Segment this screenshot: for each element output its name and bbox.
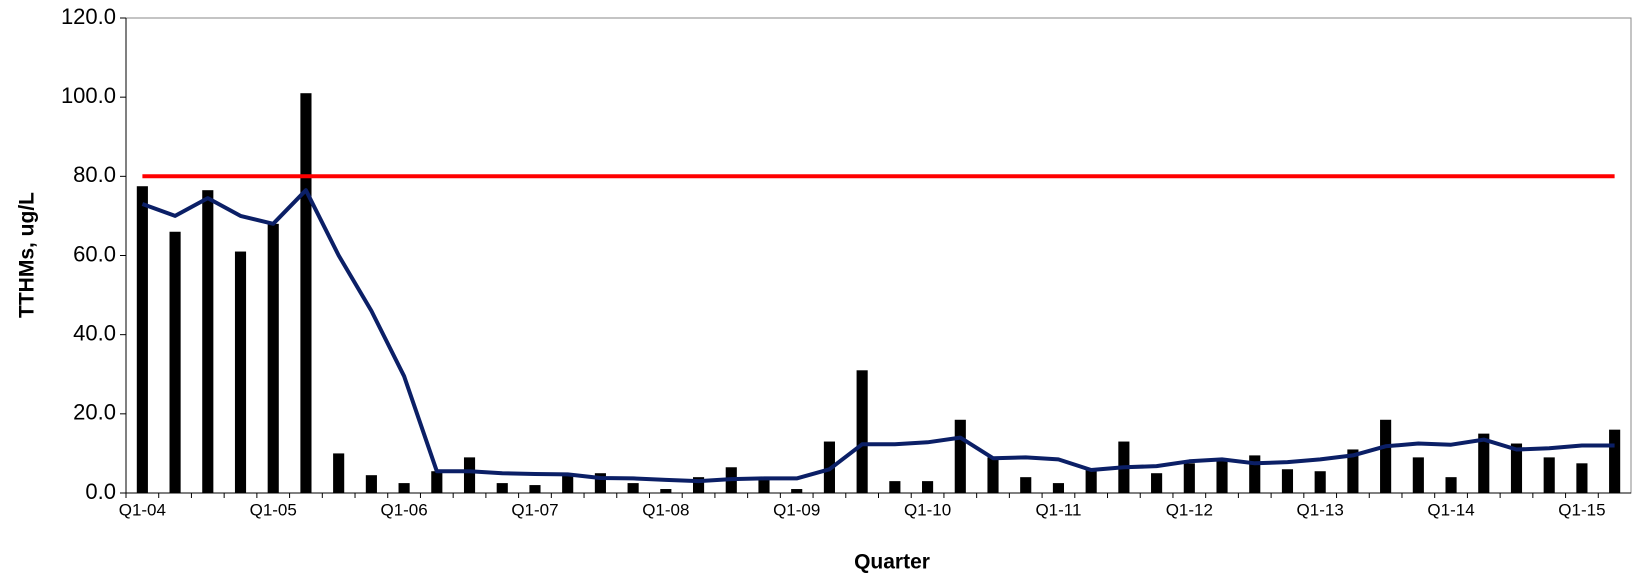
bar xyxy=(1576,463,1588,493)
x-tick-label: Q1-06 xyxy=(380,500,427,519)
bar xyxy=(365,475,377,493)
x-tick-label: Q1-15 xyxy=(1558,500,1605,519)
line xyxy=(141,188,1615,484)
bar xyxy=(1052,483,1065,493)
plot-frame xyxy=(125,17,1632,494)
x-tick-label: Q1-12 xyxy=(1166,500,1213,519)
bar xyxy=(1412,457,1424,493)
bar xyxy=(300,93,312,493)
bar xyxy=(529,485,541,493)
bar xyxy=(1085,469,1097,493)
bar xyxy=(1216,461,1228,493)
bar xyxy=(660,489,672,493)
bar xyxy=(627,483,639,493)
bar xyxy=(954,419,966,493)
x-tick-label: Q1-10 xyxy=(904,500,951,519)
bar xyxy=(1281,469,1294,493)
bar xyxy=(136,186,148,493)
bar xyxy=(889,481,901,493)
bar xyxy=(692,477,705,493)
bar xyxy=(1020,477,1032,493)
y-tick-label: 40.0 xyxy=(73,320,116,345)
bar xyxy=(758,479,770,493)
bar xyxy=(1249,455,1261,493)
bar xyxy=(791,489,803,493)
bar xyxy=(856,370,868,493)
y-tick-label: 20.0 xyxy=(73,400,116,425)
x-tick-label: Q1-13 xyxy=(1297,500,1344,519)
y-tick-label: 100.0 xyxy=(61,83,116,108)
x-tick-label: Q1-04 xyxy=(119,500,166,519)
x-tick-label: Q1-11 xyxy=(1035,500,1081,519)
bar xyxy=(431,471,443,493)
bar xyxy=(463,457,476,493)
y-axis-title: TTHMs, ug/L xyxy=(16,192,39,318)
x-tick-label: Q1-08 xyxy=(642,500,689,519)
bar xyxy=(1347,449,1359,493)
y-tick-label: 120.0 xyxy=(61,4,116,29)
bar xyxy=(1314,471,1326,493)
bar xyxy=(987,457,999,493)
x-tick-label: Q1-07 xyxy=(511,500,558,519)
bar xyxy=(1543,457,1555,493)
y-tick-label: 0.0 xyxy=(85,479,116,504)
bar xyxy=(1380,419,1392,493)
bar xyxy=(267,223,279,494)
x-axis-title: Quarter xyxy=(854,551,930,574)
bar xyxy=(922,481,934,493)
bar xyxy=(169,231,181,493)
bar xyxy=(202,190,214,493)
x-tick-label: Q1-09 xyxy=(773,500,820,519)
bar xyxy=(234,251,247,493)
bar xyxy=(1183,463,1195,493)
y-tick-label: 80.0 xyxy=(73,162,116,187)
bar xyxy=(594,473,606,493)
bar xyxy=(496,483,508,493)
x-tick-label: Q1-05 xyxy=(250,500,297,519)
bar xyxy=(1510,443,1523,493)
bar xyxy=(333,453,345,493)
bar xyxy=(1609,429,1621,493)
bar xyxy=(562,475,574,493)
y-tick-label: 60.0 xyxy=(73,241,116,266)
bar xyxy=(1478,433,1490,493)
x-tick-label: Q1-14 xyxy=(1427,500,1474,519)
bar xyxy=(1151,473,1163,493)
bar xyxy=(1445,477,1457,493)
bar xyxy=(398,483,410,493)
